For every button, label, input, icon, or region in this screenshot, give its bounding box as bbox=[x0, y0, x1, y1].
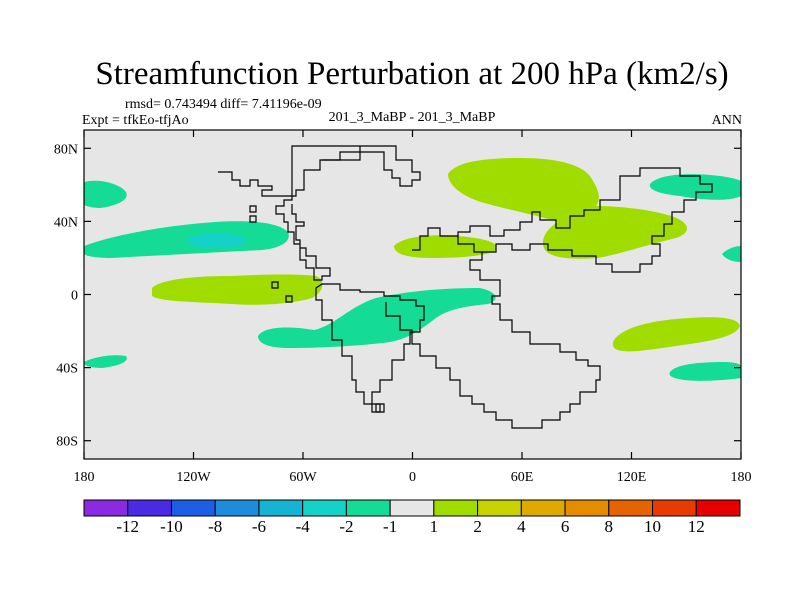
stats-line: rmsd= 0.743494 diff= 7.41196e-09 bbox=[125, 97, 322, 112]
colorbar-swatch bbox=[127, 499, 172, 517]
y-tick-label: 80N bbox=[54, 142, 78, 157]
colorbar-label: 12 bbox=[688, 517, 705, 536]
colorbar: -12 -10 -8 -6 -4 -2 -1 1 2 4 6 8 10 12 bbox=[83, 499, 741, 536]
y-tick-label: 40N bbox=[54, 215, 78, 230]
colorbar-swatch bbox=[608, 499, 654, 517]
colorbar-swatch bbox=[695, 499, 741, 517]
y-tick-label: 0 bbox=[71, 289, 78, 304]
region-neg-north-east-pacific bbox=[649, 174, 741, 200]
colorbar-swatch bbox=[389, 499, 435, 517]
colorbar-swatch bbox=[214, 499, 260, 517]
colorbar-label: -8 bbox=[208, 517, 222, 536]
colorbar-label: -2 bbox=[339, 517, 353, 536]
colorbar-swatch bbox=[302, 499, 347, 517]
colorbar-swatch bbox=[83, 499, 129, 517]
colorbar-swatch bbox=[258, 499, 304, 517]
x-tick-label: 60W bbox=[289, 470, 317, 485]
colorbar-label: 1 bbox=[430, 517, 439, 536]
y-tick-label: 40S bbox=[56, 362, 78, 377]
case-label: 201_3_MaBP - 201_3_MaBP bbox=[329, 110, 496, 125]
region-neg-west-pacific bbox=[84, 180, 127, 208]
coastline-island-4 bbox=[285, 295, 293, 303]
colorbar-label: 2 bbox=[473, 517, 482, 536]
region-neg-north-pacific bbox=[84, 221, 289, 258]
colorbar-label: 10 bbox=[644, 517, 661, 536]
x-tick-label: 180 bbox=[731, 470, 752, 485]
season-label: ANN bbox=[712, 113, 742, 128]
colorbar-label: 4 bbox=[517, 517, 526, 536]
region-pos-south-pacific bbox=[612, 317, 740, 352]
colorbar-swatch bbox=[170, 499, 216, 517]
colorbar-label: -10 bbox=[160, 517, 183, 536]
region-neg-tropical-atlantic bbox=[258, 288, 496, 348]
y-axis: 80N 40N 0 40S 80S bbox=[54, 142, 741, 450]
colorbar-label: -1 bbox=[383, 517, 397, 536]
colorbar-swatch bbox=[433, 499, 479, 517]
coastline-island-5 bbox=[375, 403, 385, 413]
x-tick-label: 60E bbox=[511, 470, 534, 485]
colorbar-label: -12 bbox=[116, 517, 139, 536]
coastline-greenland bbox=[322, 146, 361, 161]
colorbar-swatch bbox=[564, 499, 610, 517]
coastline-north-america bbox=[218, 145, 421, 281]
region-neg2-north-pacific bbox=[187, 233, 247, 248]
colorbar-label: -4 bbox=[296, 517, 311, 536]
y-tick-label: 80S bbox=[56, 435, 78, 450]
coastline-south-america bbox=[315, 283, 425, 413]
region-neg-east-pacific-equator bbox=[722, 246, 741, 262]
coastline-island-1 bbox=[249, 205, 257, 213]
colorbar-swatch bbox=[520, 499, 566, 517]
experiment-label: Expt = tfkEo-tfjAo bbox=[82, 113, 189, 128]
colorbar-swatch bbox=[652, 499, 697, 517]
x-tick-label: 120W bbox=[176, 470, 211, 485]
colorbar-swatch bbox=[345, 499, 391, 517]
x-tick-label: 120E bbox=[617, 470, 647, 485]
colorbar-swatch bbox=[477, 499, 522, 517]
x-axis: 180 120W 60W 0 60E 120E 180 bbox=[74, 130, 752, 485]
coastline-island-2 bbox=[249, 215, 257, 223]
region-pos-tropical-east-pacific bbox=[152, 274, 323, 305]
coastline-island-3 bbox=[271, 281, 279, 289]
colorbar-label: -6 bbox=[252, 517, 266, 536]
region-neg-south-east-pacific bbox=[669, 362, 741, 381]
colorbar-label: 6 bbox=[561, 517, 570, 536]
x-tick-label: 0 bbox=[409, 470, 416, 485]
region-neg-south-pacific bbox=[84, 355, 127, 368]
coastline-asia bbox=[457, 167, 713, 273]
coastlines bbox=[218, 145, 713, 429]
colorbar-label: 8 bbox=[605, 517, 614, 536]
chart-title: Streamfunction Perturbation at 200 hPa (… bbox=[95, 56, 728, 92]
x-tick-label: 180 bbox=[74, 470, 95, 485]
region-pos-eurasia bbox=[448, 158, 688, 259]
